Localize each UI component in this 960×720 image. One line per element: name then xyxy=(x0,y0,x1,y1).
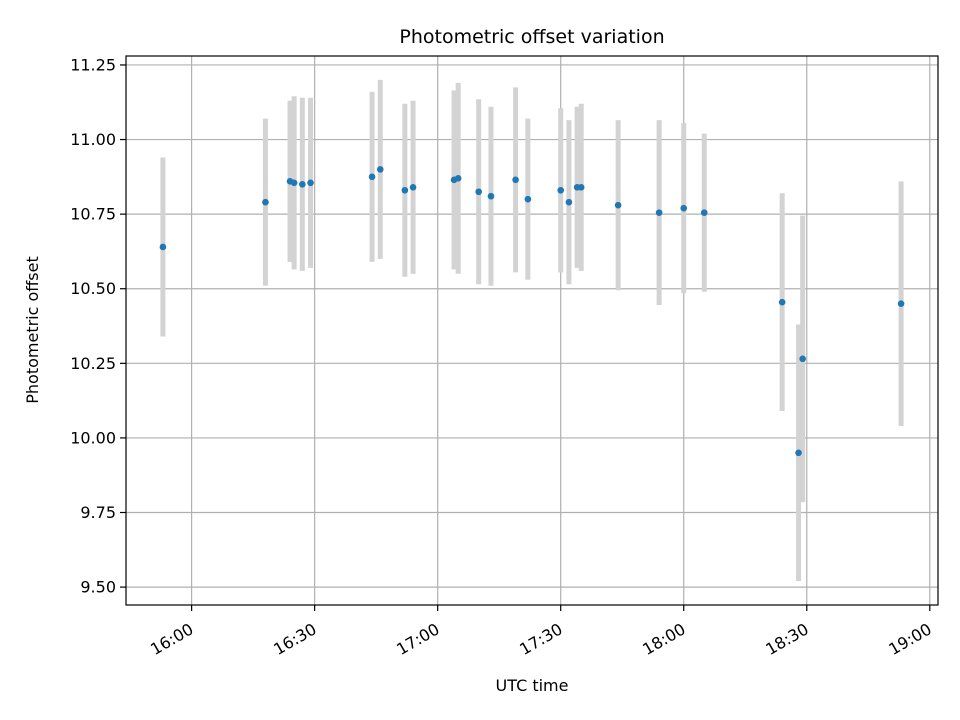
data-point xyxy=(778,298,786,306)
x-axis-label: UTC time xyxy=(496,676,569,695)
y-tick-label: 9.50 xyxy=(80,578,116,597)
data-point xyxy=(487,192,495,200)
y-tick-label: 10.00 xyxy=(70,428,116,447)
data-point xyxy=(368,173,376,181)
data-points xyxy=(159,166,905,457)
y-tick-label: 11.00 xyxy=(70,130,116,149)
data-point xyxy=(565,198,573,206)
data-point xyxy=(159,243,167,251)
y-tick-label: 10.50 xyxy=(70,279,116,298)
data-point xyxy=(799,355,806,363)
data-point xyxy=(409,183,417,191)
data-point xyxy=(524,195,532,203)
y-axis-ticks: 9.50 9.75 10.00 10.25 10.50 10.75 11.00 11.25 xyxy=(70,55,126,597)
data-point xyxy=(475,188,482,196)
data-point xyxy=(577,183,585,191)
data-point xyxy=(307,179,314,187)
data-point xyxy=(680,204,688,212)
data-point xyxy=(795,449,802,457)
data-point xyxy=(454,175,462,182)
plot-frame xyxy=(125,55,939,606)
y-axis-label: Photometric offset xyxy=(23,256,42,404)
y-tick-label: 10.75 xyxy=(70,205,116,224)
data-point xyxy=(700,209,708,216)
y-tick-label: 11.25 xyxy=(70,55,116,74)
data-point xyxy=(262,198,269,206)
y-tick-label: 10.25 xyxy=(70,354,116,373)
chart-title: Photometric offset variation xyxy=(399,26,664,48)
data-point xyxy=(401,186,409,194)
data-point xyxy=(512,176,519,184)
data-point xyxy=(376,166,384,173)
data-point xyxy=(290,179,298,187)
data-point xyxy=(614,201,622,209)
y-tick-label: 9.75 xyxy=(80,503,116,522)
data-point xyxy=(655,209,663,216)
data-point xyxy=(299,180,306,188)
data-point xyxy=(897,300,905,307)
data-point xyxy=(557,186,565,194)
